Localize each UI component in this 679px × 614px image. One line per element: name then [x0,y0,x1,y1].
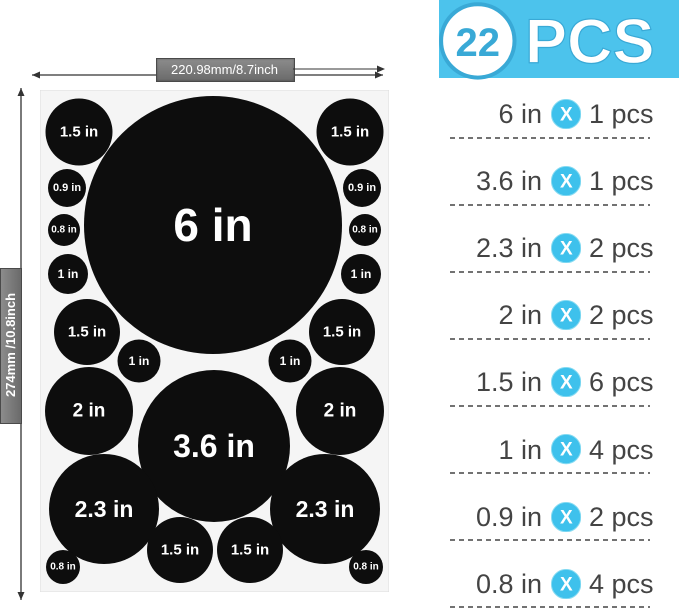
svg-text:2 in: 2 in [324,401,357,422]
svg-text:X: X [560,574,573,595]
svg-text:X: X [560,507,573,528]
svg-text:2 in: 2 in [73,401,106,422]
svg-text:0.8 in: 0.8 in [51,225,77,236]
svg-text:0.9 in: 0.9 in [53,182,81,194]
svg-text:X: X [560,305,573,326]
svg-text:6 in: 6 in [173,199,252,251]
svg-text:1.5 in: 1.5 in [231,542,269,559]
svg-text:1.5 in: 1.5 in [60,124,98,141]
svg-text:1 in: 1 in [129,354,150,368]
svg-text:1 in: 1 in [280,354,301,368]
svg-text:0.8 in: 0.8 in [50,562,76,573]
svg-text:1.5 in: 1.5 in [68,324,106,341]
svg-text:1 in: 1 in [351,267,372,281]
svg-text:2.3 in: 2.3 in [296,496,355,522]
svg-text:X: X [560,171,573,192]
svg-text:3.6 in: 3.6 in [173,428,255,464]
svg-text:X: X [560,440,573,461]
svg-text:X: X [560,373,573,394]
svg-text:X: X [560,238,573,259]
svg-text:1 in: 1 in [58,267,79,281]
svg-text:PCS: PCS [525,7,655,77]
svg-text:22: 22 [456,21,501,65]
svg-text:1.5 in: 1.5 in [323,324,361,341]
svg-text:1.5 in: 1.5 in [161,542,199,559]
svg-text:X: X [560,104,573,125]
svg-text:2.3 in: 2.3 in [75,496,134,522]
